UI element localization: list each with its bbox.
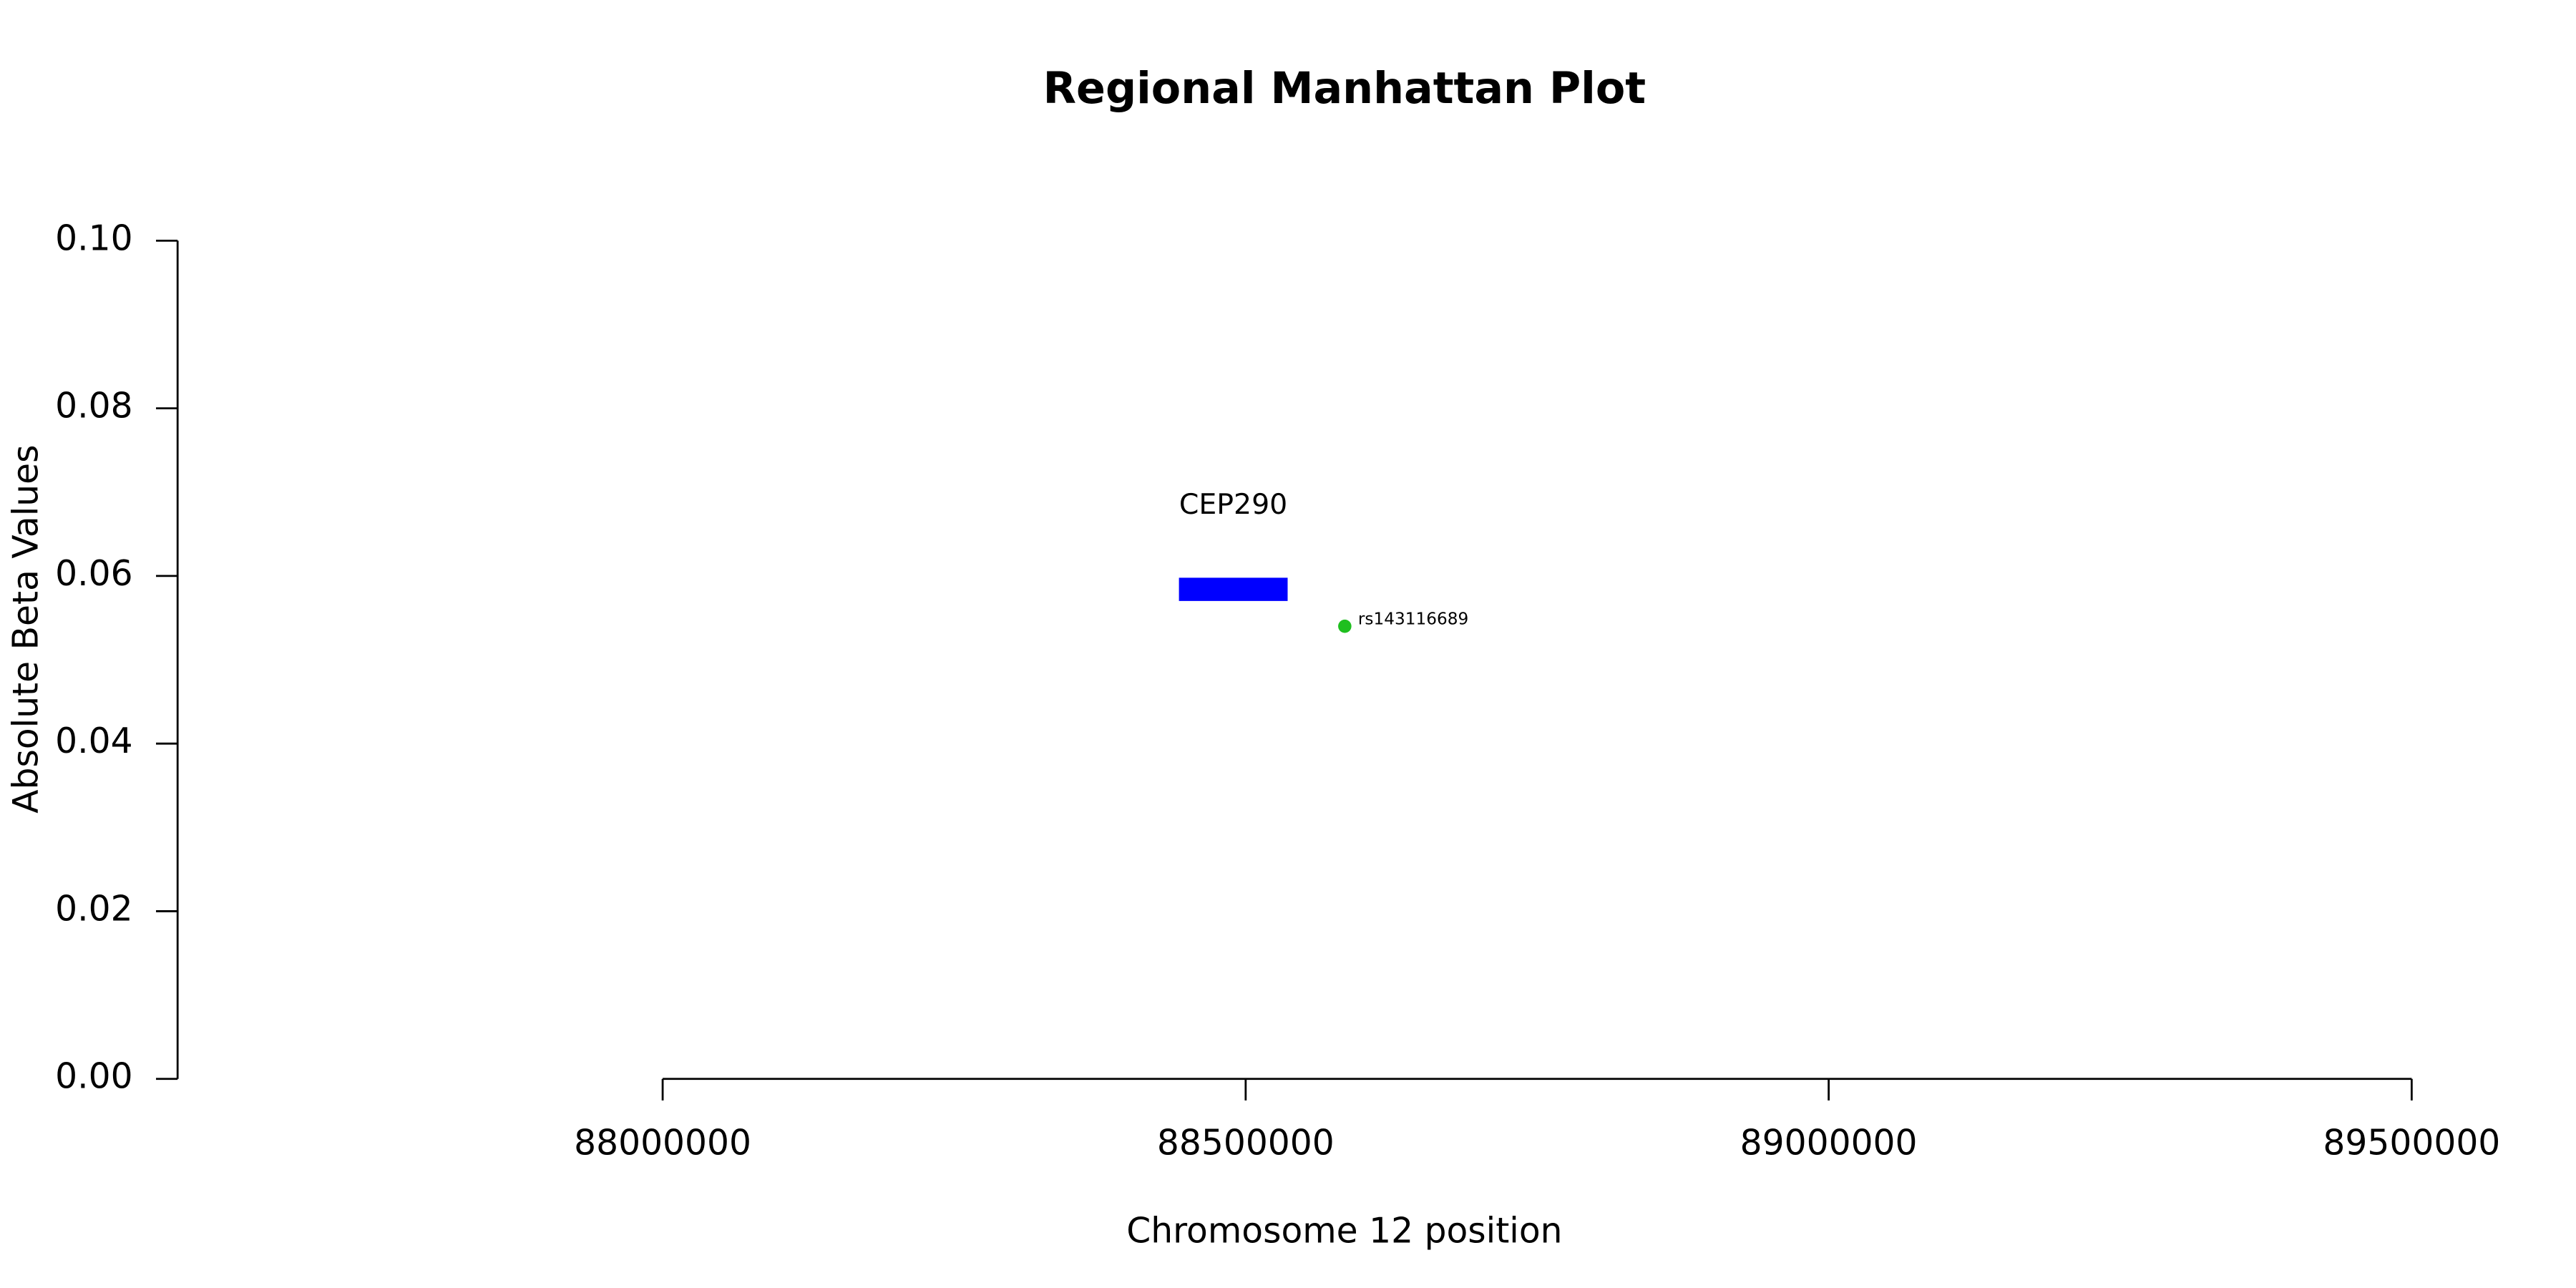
y-tick-label: 0.08 xyxy=(55,386,132,426)
y-tick-label: 0.00 xyxy=(55,1057,132,1097)
gene-label: CEP290 xyxy=(1179,488,1287,521)
x-tick-label: 88000000 xyxy=(574,1123,751,1163)
y-tick-label: 0.06 xyxy=(55,554,132,594)
x-tick-label: 89500000 xyxy=(2323,1123,2500,1163)
y-tick-label: 0.10 xyxy=(55,218,132,258)
x-tick-label: 88500000 xyxy=(1157,1123,1335,1163)
y-tick-label: 0.04 xyxy=(55,721,132,761)
gene-bar xyxy=(1179,577,1288,601)
chart-title: Regional Manhattan Plot xyxy=(1043,64,1646,114)
x-axis-label: Chromosome 12 position xyxy=(1126,1211,1562,1251)
snp-label: rs143116689 xyxy=(1358,609,1468,628)
y-axis-label: Absolute Beta Values xyxy=(6,444,46,813)
snp-point xyxy=(1338,619,1352,633)
y-tick-label: 0.02 xyxy=(55,889,132,929)
x-tick-label: 89000000 xyxy=(1740,1123,1918,1163)
